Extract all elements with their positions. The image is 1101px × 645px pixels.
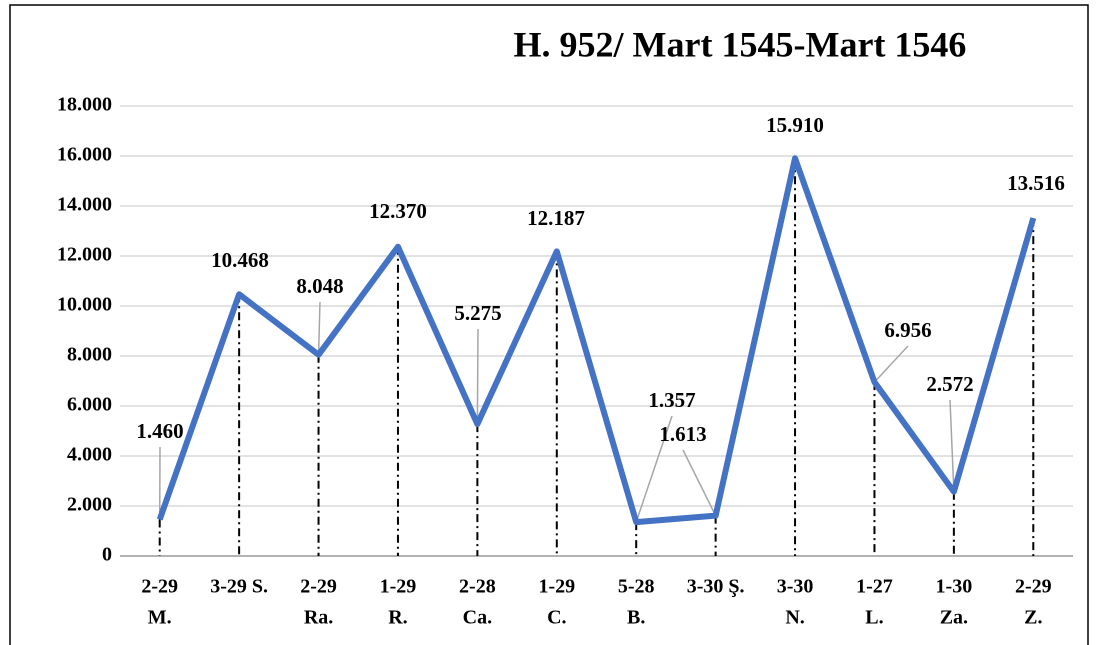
leader-line bbox=[873, 345, 909, 383]
x-tick-label: 1-30 bbox=[936, 576, 973, 598]
x-tick-label: 3-30 Ş. bbox=[687, 576, 745, 598]
data-label: 8.048 bbox=[296, 274, 343, 298]
x-tick-label: 2-29 bbox=[300, 576, 337, 598]
data-label: 15.910 bbox=[766, 113, 824, 137]
y-tick-label: 6.000 bbox=[67, 394, 112, 416]
x-tick-label: 2-28 bbox=[459, 576, 496, 598]
x-tick-label: L. bbox=[865, 607, 883, 629]
data-label: 10.468 bbox=[211, 248, 269, 272]
leader-line bbox=[949, 399, 955, 492]
leader-line bbox=[682, 449, 717, 517]
x-tick-label: R. bbox=[388, 607, 407, 629]
leader-line bbox=[635, 415, 673, 523]
series-line bbox=[156, 155, 1037, 526]
leader-line bbox=[476, 328, 479, 425]
x-tick-label: B. bbox=[627, 607, 645, 629]
x-tick-label: 3-30 bbox=[777, 576, 814, 598]
chart-title: H. 952/ Mart 1545-Mart 1546 bbox=[514, 24, 967, 64]
data-label: 1.460 bbox=[136, 419, 183, 443]
data-label: 2.572 bbox=[926, 372, 973, 396]
x-tick-label: Ra. bbox=[304, 607, 333, 629]
data-label: 1.357 bbox=[648, 388, 695, 412]
frame bbox=[9, 4, 1089, 645]
y-tick-label: 14.000 bbox=[57, 194, 112, 216]
x-tick-label: 1-29 bbox=[538, 576, 575, 598]
x-tick-label: N. bbox=[785, 607, 804, 629]
y-tick-label: 10.000 bbox=[57, 294, 112, 316]
data-label: 12.187 bbox=[527, 206, 585, 230]
x-tick-label: 3-29 S. bbox=[210, 576, 268, 598]
y-tick-label: 2.000 bbox=[67, 494, 112, 516]
y-tick-label: 16.000 bbox=[57, 144, 112, 166]
data-label: 12.370 bbox=[369, 199, 427, 223]
x-tick-label: 2-29 bbox=[1015, 576, 1052, 598]
data-label: 1.613 bbox=[659, 422, 706, 446]
x-tick-label: 1-29 bbox=[380, 576, 417, 598]
x-tick-label: M. bbox=[148, 607, 172, 629]
y-tick-label: 4.000 bbox=[67, 444, 112, 466]
x-tick-label: Ca. bbox=[463, 607, 492, 629]
x-tick-label: 5-28 bbox=[618, 576, 655, 598]
x-tick-label: 2-29 bbox=[141, 576, 178, 598]
x-tick-label: Z. bbox=[1024, 607, 1042, 629]
data-label: 13.516 bbox=[1007, 171, 1065, 195]
x-tick-label: Za. bbox=[940, 607, 968, 629]
data-label: 6.956 bbox=[884, 318, 931, 342]
leader-line bbox=[317, 301, 321, 355]
x-tick-label: C. bbox=[547, 607, 566, 629]
y-tick-label: 12.000 bbox=[57, 244, 112, 266]
y-tick-label: 0 bbox=[102, 544, 112, 566]
data-label: 5.275 bbox=[454, 301, 501, 325]
y-tick-label: 8.000 bbox=[67, 344, 112, 366]
x-tick-label: 1-27 bbox=[856, 576, 893, 598]
y-tick-label: 18.000 bbox=[57, 94, 112, 116]
